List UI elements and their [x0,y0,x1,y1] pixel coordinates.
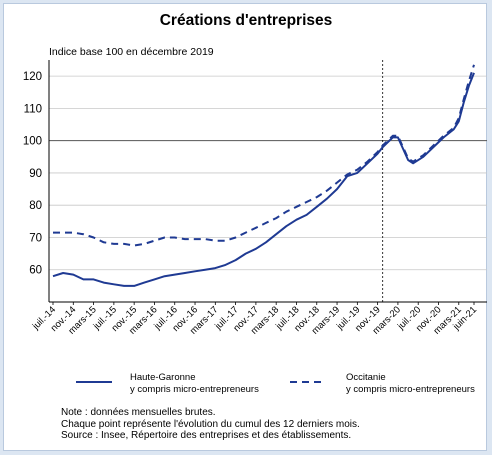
legend-label: Haute-Garonne [130,372,195,383]
legend-label: Occitanie [346,372,386,383]
series-line-haute-garonne [52,72,475,287]
note-line-1: Note : données mensuelles brutes. [61,407,216,418]
series-line-occitanie [53,64,475,247]
legend-sublabel: y compris micro-entrepreneurs [130,384,259,395]
y-tick-label: 110 [24,103,42,115]
y-tick-label: 100 [23,136,42,148]
note-line-3: Source : Insee, Répertoire des entrepris… [61,430,352,441]
y-tick-label: 60 [29,265,42,277]
y-tick-label: 90 [29,168,42,180]
chart-title: Créations d'entreprises [159,12,333,29]
legend-sublabel: y compris micro-entrepreneurs [346,384,475,395]
y-tick-label: 70 [29,232,42,244]
chart-subtitle: Indice base 100 en décembre 2019 [49,46,214,58]
note-line-2: Chaque point représente l'évolution du c… [61,418,360,430]
chart-frame: Créations d'entreprises Indice base 100 … [3,3,487,451]
chart-notes: Note : données mensuelles brutes. Chaque… [61,407,360,442]
y-tick-label: 120 [23,71,42,83]
y-tick-label: 80 [29,200,42,212]
